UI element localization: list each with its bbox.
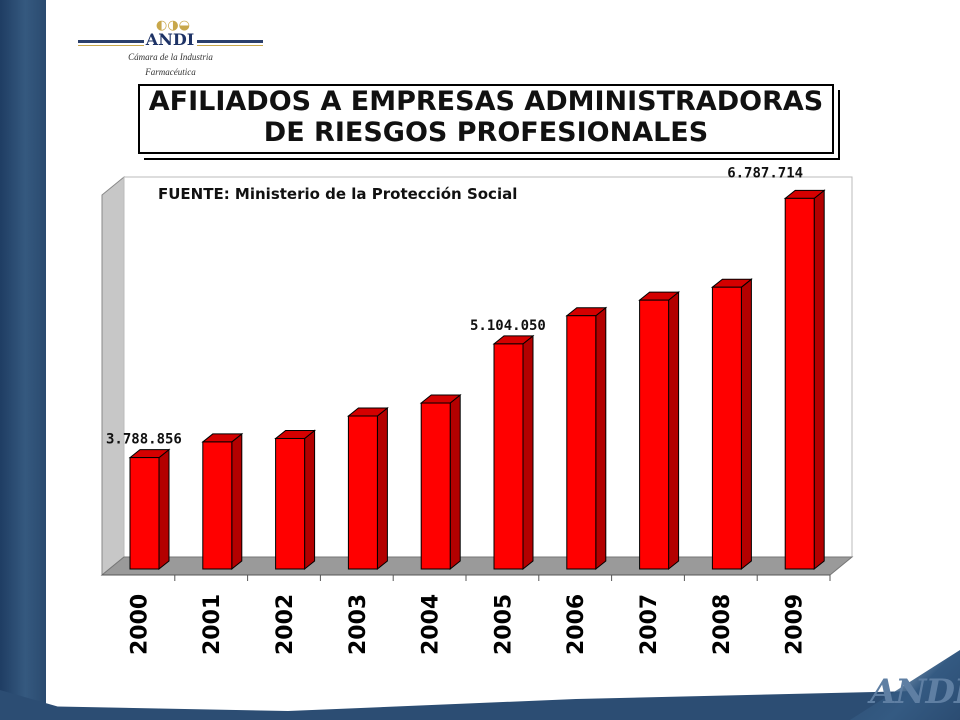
logo-rule-right: [197, 40, 263, 46]
bar-2003: [347, 415, 378, 570]
slide-title-line-1: AFILIADOS A EMPRESAS ADMINISTRADORAS: [148, 86, 824, 117]
bar-side-2002: [304, 429, 316, 571]
left-background-band: [0, 0, 46, 720]
bar-side-2007: [668, 291, 680, 571]
bar-side-2009: [813, 189, 825, 571]
x-tick-label-2002: 2002: [273, 594, 298, 655]
bar-2006: [566, 315, 597, 570]
logo-subtitle-line-2: Farmacéutica: [145, 67, 196, 77]
bar-side-2003: [376, 406, 388, 571]
x-tick-label-2003: 2003: [346, 594, 371, 655]
footer-logo-text: ANDI: [870, 672, 960, 712]
bar-2008: [711, 286, 742, 570]
bar-side-2006: [595, 306, 607, 571]
x-tick-label-2004: 2004: [419, 594, 444, 655]
chart-left-wall: [101, 175, 125, 577]
logo-rule-left: [78, 40, 144, 46]
bar-2009: [784, 197, 815, 570]
bar-side-2000: [158, 448, 170, 571]
x-tick-label-2001: 2001: [200, 594, 225, 655]
logo-mark-icon: ◐◑◒: [156, 18, 191, 33]
bar-2005: [493, 343, 524, 570]
logo-name: ANDI: [145, 30, 195, 49]
andi-logo: ◐◑◒ ANDI Cámara de la Industria Farmacéu…: [78, 14, 263, 84]
x-tick-label-2005: 2005: [491, 594, 516, 655]
x-tick-label-2007: 2007: [637, 594, 662, 655]
bar-2001: [202, 441, 233, 570]
bar-2007: [639, 299, 670, 570]
bar-side-2005: [522, 334, 534, 571]
bar-2002: [275, 437, 306, 570]
x-tick-label-2008: 2008: [710, 594, 735, 655]
x-tick-label-2000: 2000: [127, 594, 152, 655]
x-tick-label-2009: 2009: [783, 594, 808, 655]
slide-title-line-2: DE RIESGOS PROFESIONALES: [263, 117, 709, 148]
bar-side-2004: [449, 393, 461, 571]
source-note: FUENTE: Ministerio de la Protección Soci…: [158, 185, 517, 203]
logo-subtitle-line-1: Cámara de la Industria: [128, 52, 213, 62]
slide-title-box: AFILIADOS A EMPRESAS ADMINISTRADORAS DE …: [138, 84, 834, 154]
data-label-2000: 3.788.856: [106, 432, 182, 448]
bar-2000: [129, 457, 160, 570]
bar-side-2001: [231, 432, 243, 571]
bar-side-2008: [740, 278, 752, 571]
data-label-2005: 5.104.050: [470, 318, 546, 334]
x-tick-label-2006: 2006: [564, 594, 589, 655]
bar-2004: [420, 402, 451, 570]
data-label-2009: 6.787.714: [727, 165, 803, 181]
